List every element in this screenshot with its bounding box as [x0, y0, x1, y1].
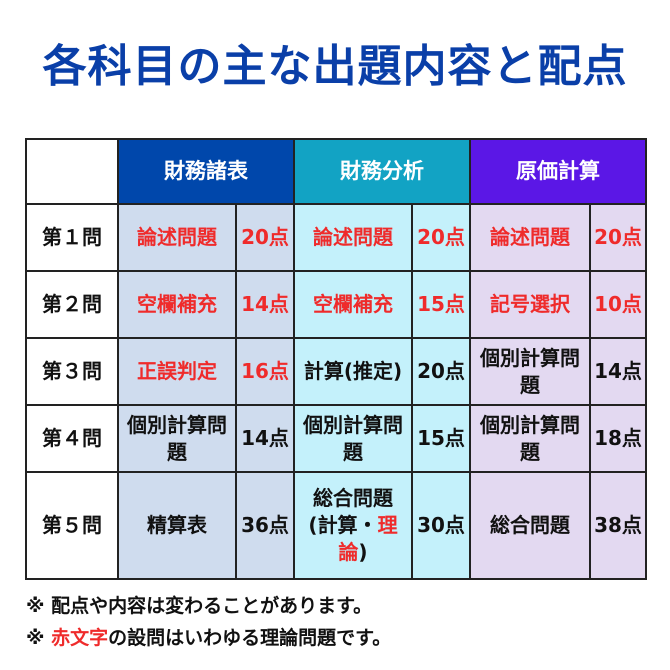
content-line1: 総合問題 [313, 486, 393, 510]
question-content: 論述問題 [117, 203, 237, 272]
question-content: 総合問題 (計算・理論) [293, 471, 413, 580]
note-2-red: 赤文字 [51, 627, 109, 649]
note-2-prefix: ※ [26, 627, 52, 649]
question-label: 第４問 [25, 404, 119, 473]
points: 14点 [589, 337, 647, 406]
points: 10点 [589, 270, 647, 339]
question-content: 記号選択 [469, 270, 591, 339]
content-line2: (計算・理論) [295, 512, 411, 566]
corner-cell [25, 138, 119, 205]
notes: ※ 配点や内容は変わることがあります。 ※ 赤文字の設問はいわゆる理論問題です。 [26, 590, 391, 654]
question-content: 論述問題 [293, 203, 413, 272]
question-content: 総合問題 [469, 471, 591, 580]
points: 38点 [589, 471, 647, 580]
table-row: 第４問 個別計算問題 14点 個別計算問題 15点 個別計算問題 18点 [25, 404, 647, 473]
question-content: 空欄補充 [117, 270, 237, 339]
question-label: 第３問 [25, 337, 119, 406]
points: 36点 [235, 471, 295, 580]
header-zaimu-bunseki: 財務分析 [293, 138, 471, 205]
question-content: 個別計算問題 [469, 337, 591, 406]
points: 30点 [411, 471, 471, 580]
header-genka-keisan: 原価計算 [469, 138, 647, 205]
note-2: ※ 赤文字の設問はいわゆる理論問題です。 [26, 622, 391, 654]
question-content: 正誤判定 [117, 337, 237, 406]
question-label: 第５問 [25, 471, 119, 580]
table-row: 第３問 正誤判定 16点 計算(推定) 20点 個別計算問題 14点 [25, 337, 647, 406]
question-content: 個別計算問題 [469, 404, 591, 473]
question-content: 個別計算問題 [117, 404, 237, 473]
question-content: 空欄補充 [293, 270, 413, 339]
points: 20点 [411, 203, 471, 272]
question-content: 個別計算問題 [293, 404, 413, 473]
points: 15点 [411, 404, 471, 473]
score-table: 財務諸表 財務分析 原価計算 第１問 論述問題 20点 論述問題 20点 論述問題 20点第… [25, 138, 647, 580]
header-zaimu-shohyo: 財務諸表 [117, 138, 295, 205]
page-title: 各科目の主な出題内容と配点 [42, 41, 628, 92]
points: 15点 [411, 270, 471, 339]
question-content: 計算(推定) [293, 337, 413, 406]
points: 20点 [411, 337, 471, 406]
content-post: ) [358, 540, 368, 564]
table-row: 第２問 空欄補充 14点 空欄補充 15点 記号選択 10点 [25, 270, 647, 339]
points: 16点 [235, 337, 295, 406]
question-content: 精算表 [117, 471, 237, 580]
content-red: 理論 [338, 513, 398, 564]
note-1: ※ 配点や内容は変わることがあります。 [26, 595, 373, 617]
table-row: 第１問 論述問題 20点 論述問題 20点 論述問題 20点 [25, 203, 647, 272]
points: 18点 [589, 404, 647, 473]
points: 14点 [235, 404, 295, 473]
question-content: 論述問題 [469, 203, 591, 272]
content-pre: (計算・ [308, 513, 378, 537]
question-label: 第１問 [25, 203, 119, 272]
question-label: 第２問 [25, 270, 119, 339]
points: 20点 [589, 203, 647, 272]
table-row: 第５問 精算表 36点 総合問題 (計算・理論) 30点 総合問題 38点 [25, 471, 647, 580]
points: 14点 [235, 270, 295, 339]
points: 20点 [235, 203, 295, 272]
note-2-text: の設問はいわゆる理論問題です。 [108, 627, 392, 649]
